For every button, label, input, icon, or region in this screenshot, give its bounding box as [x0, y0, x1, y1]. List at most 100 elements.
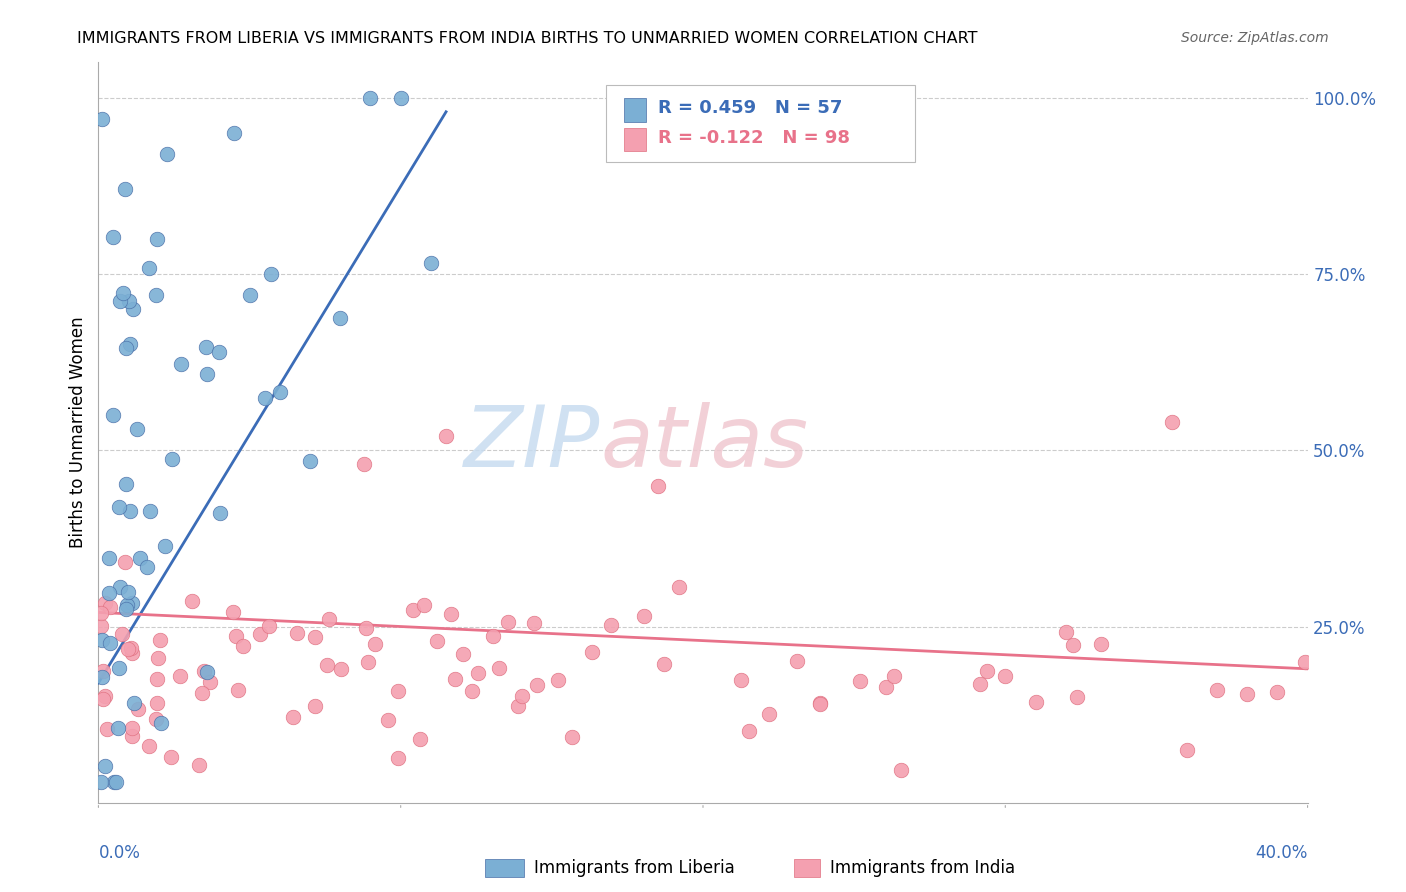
Point: [522, 616, 544, 631]
Point: [153, 539, 176, 553]
Point: [145, 232, 167, 246]
Point: [115, 602, 138, 616]
Point: [146, 672, 169, 686]
Point: [108, 661, 131, 675]
Point: [249, 627, 271, 641]
Point: [354, 621, 377, 635]
Point: [401, 603, 423, 617]
Point: [91, 692, 114, 706]
Point: [121, 647, 143, 661]
Point: [329, 662, 352, 676]
Point: [122, 302, 145, 317]
Point: [150, 715, 173, 730]
Point: [1236, 687, 1258, 701]
Point: [120, 641, 142, 656]
FancyBboxPatch shape: [606, 85, 915, 162]
Point: [875, 681, 897, 695]
Point: [269, 384, 291, 399]
Point: [304, 698, 326, 713]
Point: [561, 730, 583, 744]
FancyBboxPatch shape: [624, 128, 647, 152]
Point: [208, 345, 231, 359]
Point: [652, 657, 675, 671]
Point: [482, 629, 505, 643]
Point: [162, 452, 184, 467]
FancyBboxPatch shape: [624, 98, 647, 121]
Point: [156, 147, 179, 161]
Point: [389, 91, 412, 105]
Point: [969, 677, 991, 691]
Point: [90, 619, 112, 633]
Point: [118, 504, 141, 518]
Point: [90, 670, 112, 684]
Point: [440, 607, 463, 621]
Point: [387, 684, 409, 698]
Point: [228, 683, 250, 698]
Text: ZIP: ZIP: [464, 402, 600, 485]
Point: [111, 626, 134, 640]
Point: [526, 678, 548, 692]
Point: [285, 626, 308, 640]
Point: [315, 658, 337, 673]
Point: [181, 594, 204, 608]
Point: [318, 612, 340, 626]
Point: [121, 721, 143, 735]
Point: [808, 696, 831, 710]
Point: [738, 724, 761, 739]
Point: [786, 654, 808, 668]
Text: Immigrants from Liberia: Immigrants from Liberia: [534, 859, 735, 877]
Text: 40.0%: 40.0%: [1256, 844, 1308, 862]
Point: [98, 635, 121, 649]
Point: [413, 598, 436, 612]
Text: 0.0%: 0.0%: [98, 844, 141, 862]
Point: [148, 650, 170, 665]
Point: [377, 713, 399, 727]
Point: [883, 668, 905, 682]
Point: [224, 126, 246, 140]
Point: [93, 690, 115, 704]
Y-axis label: Births to Unmarried Women: Births to Unmarried Women: [69, 317, 87, 549]
Point: [114, 341, 136, 355]
Text: Source: ZipAtlas.com: Source: ZipAtlas.com: [1181, 31, 1329, 45]
Point: [409, 731, 432, 746]
Point: [434, 429, 457, 443]
Point: [467, 666, 489, 681]
Point: [169, 669, 191, 683]
Point: [668, 580, 690, 594]
Point: [253, 391, 276, 405]
Point: [129, 551, 152, 566]
Point: [195, 665, 218, 679]
Point: [1054, 624, 1077, 639]
Point: [149, 633, 172, 648]
Point: [125, 422, 148, 436]
Point: [758, 706, 780, 721]
Point: [91, 664, 114, 678]
Point: [115, 599, 138, 613]
Point: [114, 555, 136, 569]
Point: [101, 230, 124, 244]
Point: [1024, 695, 1046, 709]
Point: [98, 599, 121, 614]
Point: [488, 660, 510, 674]
Point: [443, 673, 465, 687]
Point: [94, 596, 117, 610]
Point: [90, 606, 112, 620]
Point: [1066, 690, 1088, 704]
Point: [198, 675, 221, 690]
Point: [1090, 637, 1112, 651]
Point: [103, 774, 125, 789]
Point: [188, 757, 211, 772]
Point: [353, 458, 375, 472]
Point: [730, 673, 752, 688]
Point: [121, 729, 143, 743]
Text: Immigrants from India: Immigrants from India: [830, 859, 1015, 877]
Point: [124, 696, 146, 710]
Point: [114, 477, 136, 491]
Point: [97, 550, 120, 565]
Point: [121, 596, 143, 610]
Point: [461, 683, 484, 698]
Point: [138, 739, 160, 753]
Point: [976, 664, 998, 678]
Point: [138, 261, 160, 276]
Point: [98, 586, 121, 600]
